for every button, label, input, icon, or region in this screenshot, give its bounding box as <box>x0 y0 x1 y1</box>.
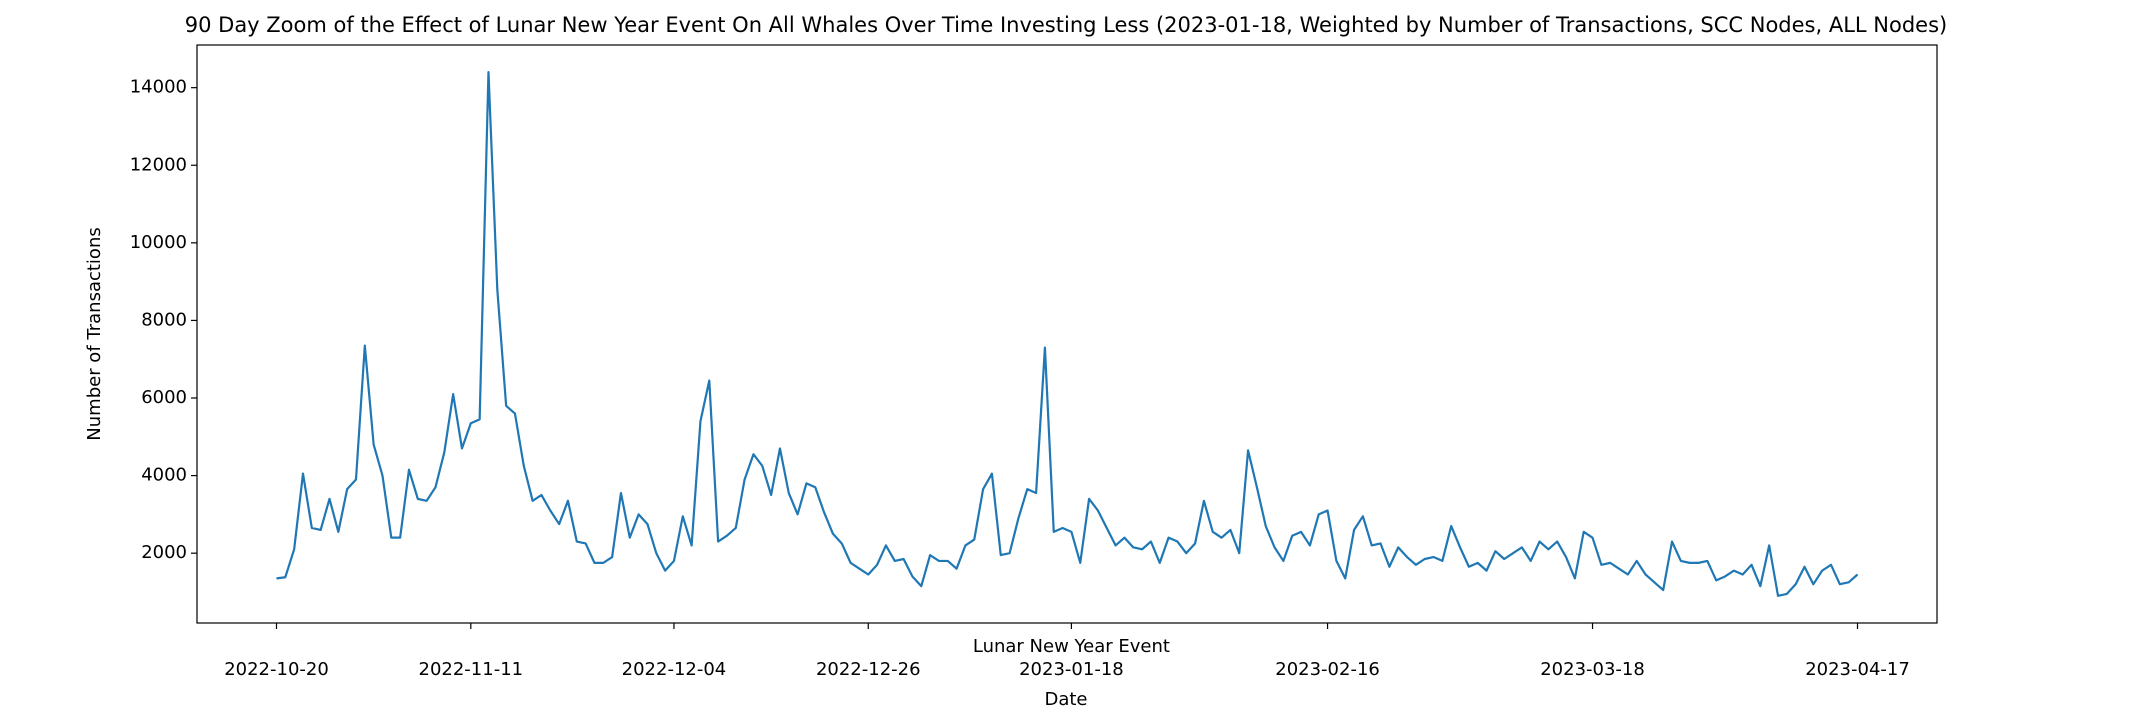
x-tick-label: 2023-01-18 <box>1019 659 1124 680</box>
y-tick-label: 12000 <box>130 154 187 175</box>
annotation: Lunar New Year Event <box>973 636 1170 657</box>
y-tick-label: 8000 <box>141 309 187 330</box>
x-tick-label: 2022-10-20 <box>224 659 329 680</box>
x-tick-label: 2023-03-18 <box>1540 659 1645 680</box>
plot-frame <box>196 44 1938 624</box>
y-tick-label: 6000 <box>141 387 187 408</box>
x-tick-label: 2022-12-26 <box>816 659 921 680</box>
y-axis-label: Number of Transactions <box>84 227 105 440</box>
x-tick-label: 2022-11-11 <box>419 659 524 680</box>
y-tick-label: 2000 <box>141 542 187 563</box>
x-axis-label: Date <box>1044 689 1087 710</box>
data-line <box>276 71 1859 597</box>
y-tick-label: 10000 <box>130 232 187 253</box>
chart-title: 90 Day Zoom of the Effect of Lunar New Y… <box>185 13 1947 37</box>
y-tick-label: 4000 <box>141 465 187 486</box>
y-tick-label: 14000 <box>130 77 187 98</box>
x-tick-label: 2023-04-17 <box>1805 659 1910 680</box>
x-tick-label: 2022-12-04 <box>622 659 727 680</box>
x-tick-label: 2023-02-16 <box>1275 659 1380 680</box>
